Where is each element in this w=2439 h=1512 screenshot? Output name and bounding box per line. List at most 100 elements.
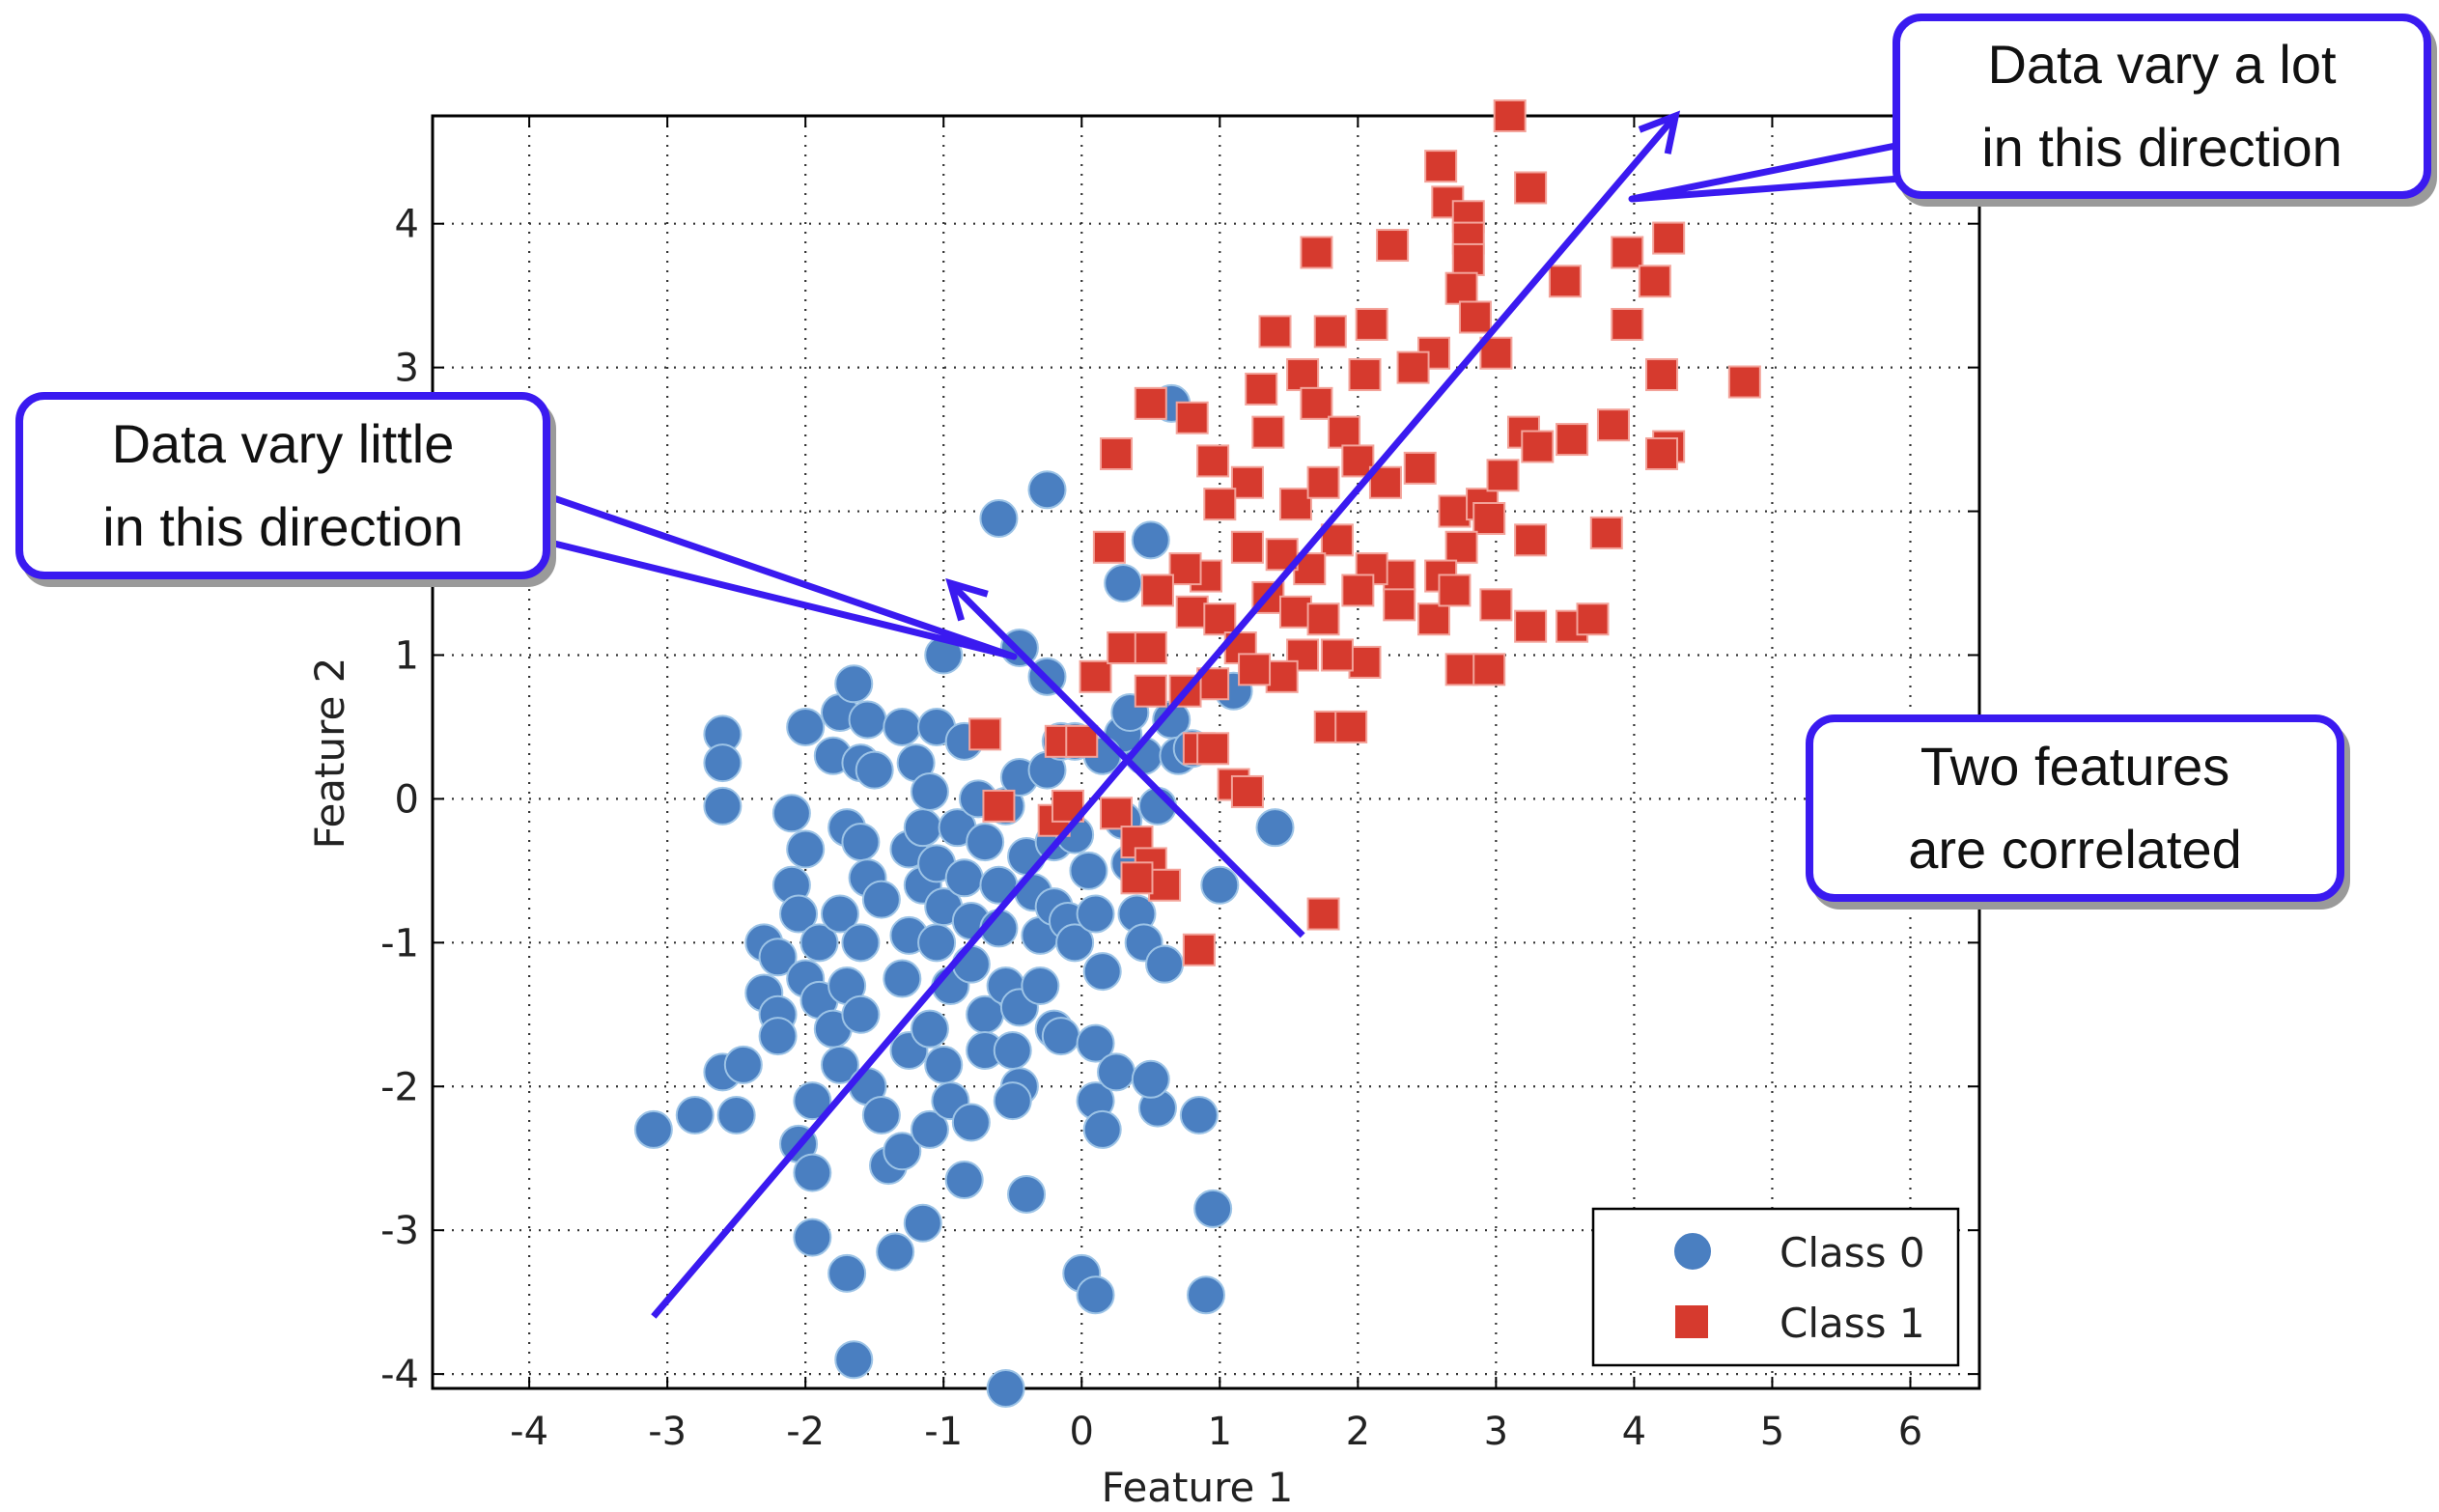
class-0-point: [903, 1203, 942, 1243]
class-0-point: [799, 923, 839, 963]
class-1-point: [1341, 444, 1375, 478]
class-0-point: [861, 880, 901, 919]
class-1-point: [1472, 501, 1506, 535]
class-1-point: [1479, 336, 1513, 370]
class-1-point: [1148, 868, 1182, 902]
class-0-point: [986, 1369, 1025, 1408]
legend: Class 0 Class 1: [1591, 1207, 1960, 1367]
class-1-point: [1306, 465, 1340, 499]
class-1-point: [1175, 595, 1209, 629]
callout-correlated: Two features are correlated: [1806, 714, 2344, 902]
class-1-point: [1341, 574, 1375, 607]
class-1-point: [1611, 236, 1644, 269]
class-1-point: [1196, 732, 1230, 766]
y-tick-label: -3: [380, 1209, 419, 1253]
class-0-point: [786, 707, 826, 746]
arrow-head: [1638, 110, 1681, 154]
class-1-point: [1203, 602, 1237, 636]
class-1-point: [1196, 444, 1230, 478]
class-0-point: [883, 959, 922, 998]
class-1-point: [1313, 315, 1347, 349]
class-0-point: [883, 707, 922, 746]
arrow-head: [945, 577, 989, 622]
class-0-point: [910, 771, 949, 811]
y-axis-title: Feature 2: [306, 658, 353, 850]
class-0-point: [855, 750, 894, 790]
class-1-point: [1376, 229, 1410, 263]
class-1-point: [1306, 602, 1340, 636]
class-1-point: [1334, 710, 1368, 743]
class-1-point: [1458, 300, 1492, 334]
class-0-point: [1069, 851, 1108, 890]
class-1-point: [1645, 358, 1679, 392]
callout-high-variance-line1: Data vary a lot: [1987, 34, 2337, 95]
callout-correlated-line2: are correlated: [1908, 819, 2242, 880]
y-tick-label: 3: [395, 347, 419, 391]
class-0-point: [1027, 470, 1067, 510]
class-0-point: [1104, 564, 1143, 603]
class-1-point: [1182, 933, 1216, 966]
class-1-point: [1278, 488, 1312, 521]
class-1-point: [1300, 236, 1333, 269]
class-1-point: [1417, 602, 1451, 636]
class-1-point: [1514, 609, 1548, 643]
class-0-point: [944, 858, 984, 898]
principal-direction-arrow: [651, 113, 1678, 1319]
class-0-point: [1021, 966, 1060, 1006]
legend-class1-label: Class 1: [1780, 1300, 1925, 1347]
class-1-point: [1300, 386, 1333, 420]
class-1-point: [1230, 774, 1264, 808]
class-0-point: [675, 1096, 715, 1135]
class-1-point: [982, 789, 1016, 823]
class-0-point: [1082, 952, 1122, 992]
class-0-point: [1200, 865, 1240, 905]
class-1-point: [1383, 588, 1416, 622]
class-0-point: [910, 1109, 949, 1149]
x-tick-label: -2: [786, 1410, 825, 1454]
class-1-point: [1134, 631, 1167, 665]
class-1-point: [1727, 365, 1761, 399]
class-0-point: [1076, 894, 1115, 934]
class-1-point: [1100, 797, 1134, 830]
class-0-point: [716, 1096, 756, 1135]
x-tick-label: 6: [1898, 1410, 1922, 1454]
class-0-point: [1187, 1275, 1225, 1315]
class-1-point: [1444, 653, 1478, 686]
class-1-point: [1479, 588, 1513, 622]
class-1-point: [1230, 530, 1264, 564]
class-0-point: [820, 894, 859, 934]
x-tick-label: 5: [1760, 1410, 1784, 1454]
class-1-point: [1638, 265, 1671, 298]
class-0-point: [793, 1153, 832, 1192]
y-tick-label: -2: [380, 1065, 419, 1109]
class-0-point: [903, 808, 942, 848]
callout-correlated-line1: Two features: [1920, 736, 2230, 797]
class-1-point: [1092, 530, 1126, 564]
class-0-point: [758, 1017, 798, 1056]
x-tick-label: 3: [1484, 1410, 1508, 1454]
class-0-point: [1145, 944, 1185, 984]
class-0-point: [1055, 923, 1095, 963]
class-0-point: [779, 894, 819, 934]
class-1-point: [1265, 659, 1299, 693]
class-1-point: [1175, 401, 1209, 434]
class-1-point: [1245, 372, 1278, 406]
callout-low-variance-line2: in this direction: [102, 496, 463, 557]
class-0-point: [944, 1161, 984, 1200]
class-0-point: [771, 794, 811, 833]
class-0-point: [841, 923, 881, 963]
class-1-point: [1493, 99, 1527, 132]
class-0-point: [1131, 520, 1170, 560]
class-0-point: [1082, 1109, 1122, 1149]
class-1-point: [1100, 436, 1134, 470]
class-1-point: [1438, 574, 1472, 607]
class-1-point: [1548, 265, 1582, 298]
class-0-point: [1076, 1023, 1115, 1063]
minor-direction-arrow: [947, 580, 1305, 938]
class-0-point: [993, 1081, 1032, 1121]
class-0-point: [1076, 1275, 1115, 1315]
x-tick-label: 2: [1346, 1410, 1370, 1454]
class-0-point: [723, 1045, 763, 1084]
class-0-point: [793, 1081, 832, 1121]
